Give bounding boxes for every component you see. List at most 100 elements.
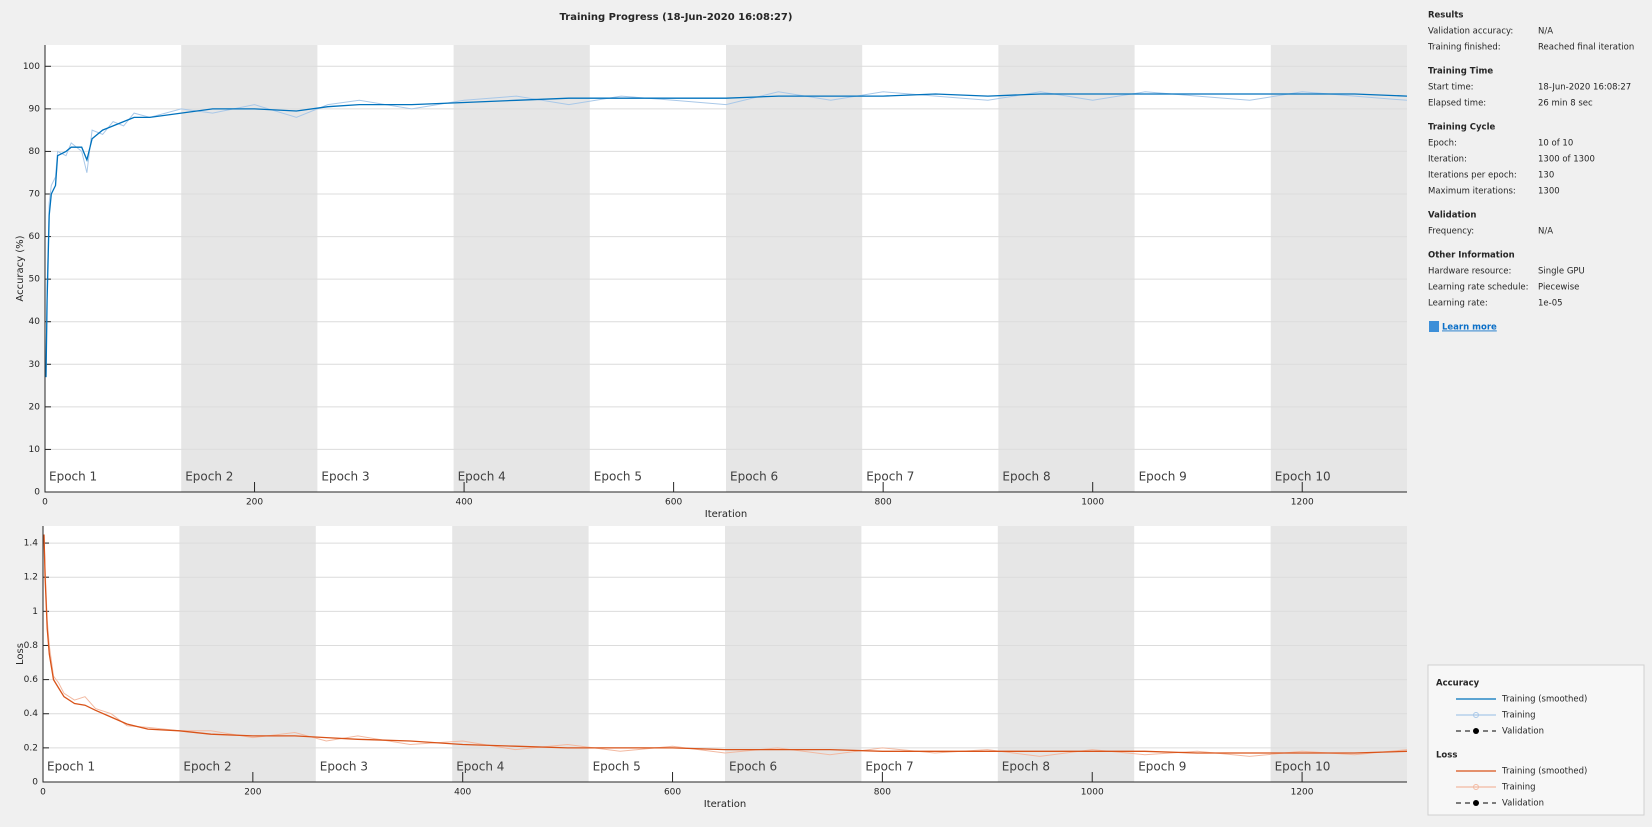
epoch-band <box>452 526 589 782</box>
x-tick-label: 200 <box>244 788 261 798</box>
axes-frame <box>42 526 1407 783</box>
info-key: Iteration: <box>1428 155 1467 165</box>
x-tick-label: 1200 <box>1291 498 1314 508</box>
info-key: Elapsed time: <box>1428 99 1486 109</box>
info-key: Learning rate schedule: <box>1428 283 1529 293</box>
epoch-band <box>179 526 316 782</box>
x-tick-label: 1000 <box>1081 788 1104 798</box>
info-key: Iterations per epoch: <box>1428 171 1517 181</box>
y-tick-label: 60 <box>29 232 41 242</box>
y-tick-label: 0.2 <box>24 743 38 753</box>
epoch-label: Epoch 2 <box>183 760 231 774</box>
epoch-band <box>453 45 590 492</box>
x-tick-label: 600 <box>664 788 681 798</box>
x-tick-label: 600 <box>665 498 682 508</box>
epoch-band <box>181 45 318 492</box>
series-line <box>43 534 1408 754</box>
epoch-band <box>725 526 862 782</box>
epoch-label: Epoch 9 <box>1138 760 1186 774</box>
learn-more-link[interactable]: Learn more <box>1442 323 1497 333</box>
epoch-label: Epoch 5 <box>593 760 641 774</box>
epoch-band <box>997 526 1135 782</box>
legend-marker <box>1473 800 1479 806</box>
epoch-band <box>998 45 1135 492</box>
x-tick-label: 200 <box>246 498 263 508</box>
section-title: Training Cycle <box>1428 123 1495 133</box>
info-key: Maximum iterations: <box>1428 187 1516 197</box>
y-axis-label: Accuracy (%) <box>15 235 26 301</box>
epoch-label: Epoch 1 <box>47 760 95 774</box>
legend-marker <box>1473 728 1479 734</box>
window-title: Training Progress (18-Jun-2020 16:08:27) <box>560 12 793 23</box>
section-title: Validation <box>1428 211 1476 221</box>
legend-entry: Training (smoothed) <box>1501 767 1587 777</box>
y-tick-label: 40 <box>29 317 41 327</box>
axes-frame <box>44 45 1407 493</box>
info-value: Single GPU <box>1538 267 1585 277</box>
info-key: Start time: <box>1428 83 1474 93</box>
y-tick-label: 1.2 <box>24 573 38 583</box>
epoch-label: Epoch 4 <box>456 760 504 774</box>
info-value: 1300 of 1300 <box>1538 155 1595 165</box>
y-tick-label: 0 <box>34 488 40 498</box>
x-tick-label: 800 <box>875 498 892 508</box>
legend-box <box>1427 664 1645 816</box>
info-value: 10 of 10 <box>1538 139 1573 149</box>
y-tick-label: 100 <box>23 62 40 72</box>
y-tick-label: 50 <box>29 275 41 285</box>
x-tick-label: 400 <box>455 498 472 508</box>
y-tick-label: 70 <box>29 190 41 200</box>
series-line <box>45 93 1408 378</box>
epoch-label: Epoch 10 <box>1275 760 1331 774</box>
x-tick-label: 0 <box>40 788 46 798</box>
legend-entry: Training <box>1501 783 1536 793</box>
y-axis-label: Loss <box>15 643 26 665</box>
epoch-label: Epoch 6 <box>729 760 777 774</box>
x-tick-label: 800 <box>874 788 891 798</box>
info-value: 130 <box>1538 171 1554 181</box>
legend-entry: Validation <box>1502 727 1544 737</box>
x-axis-label: Iteration <box>705 509 747 520</box>
epoch-label: Epoch 3 <box>320 760 368 774</box>
epoch-label: Epoch 2 <box>185 470 233 484</box>
epoch-band <box>1270 45 1407 492</box>
info-key: Epoch: <box>1428 139 1457 149</box>
legend-entry: Validation <box>1502 799 1544 809</box>
epoch-label: Epoch 9 <box>1139 470 1187 484</box>
info-value: Piecewise <box>1538 283 1579 293</box>
y-tick-label: 1.4 <box>24 539 39 549</box>
y-tick-label: 0.6 <box>24 675 39 685</box>
y-tick-label: 0.4 <box>24 709 39 719</box>
epoch-label: Epoch 8 <box>1002 470 1050 484</box>
epoch-label: Epoch 7 <box>866 470 914 484</box>
y-tick-label: 0 <box>32 778 38 788</box>
x-tick-label: 1000 <box>1081 498 1104 508</box>
legend-marker <box>1473 784 1479 790</box>
epoch-label: Epoch 4 <box>458 470 506 484</box>
epoch-label: Epoch 8 <box>1002 760 1050 774</box>
epoch-label: Epoch 5 <box>594 470 642 484</box>
x-tick-label: 1200 <box>1291 788 1314 798</box>
y-tick-label: 0.8 <box>24 641 39 651</box>
y-tick-label: 1 <box>32 607 38 617</box>
info-value: 1e-05 <box>1538 299 1563 309</box>
section-title: Other Information <box>1428 251 1515 261</box>
epoch-label: Epoch 10 <box>1275 470 1331 484</box>
series-line <box>45 91 1408 378</box>
info-value: N/A <box>1538 227 1553 237</box>
section-title: Training Time <box>1428 67 1493 77</box>
legend-entry: Training <box>1501 711 1536 721</box>
legend-entry: Training (smoothed) <box>1501 695 1587 705</box>
epoch-label: Epoch 7 <box>865 760 913 774</box>
epoch-label: Epoch 6 <box>730 470 778 484</box>
y-tick-label: 90 <box>29 104 41 114</box>
info-key: Validation accuracy: <box>1428 27 1513 37</box>
info-key: Hardware resource: <box>1428 267 1511 277</box>
epoch-label: Epoch 3 <box>321 470 369 484</box>
y-tick-label: 20 <box>29 402 41 412</box>
epoch-label: Epoch 1 <box>49 470 97 484</box>
info-value: Reached final iteration <box>1538 43 1634 53</box>
epoch-band <box>1270 526 1407 782</box>
